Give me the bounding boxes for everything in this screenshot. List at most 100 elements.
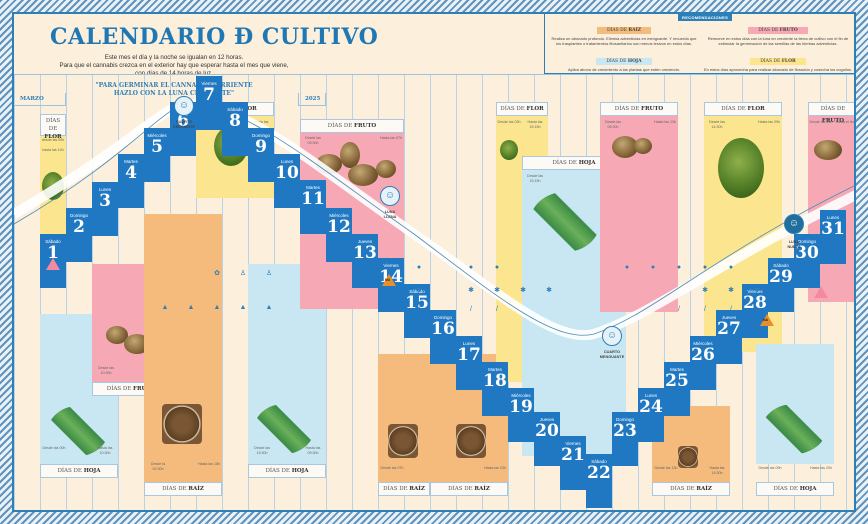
day-number: 4 — [125, 163, 137, 183]
day-cell[interactable]: Sábado 22 — [586, 454, 612, 508]
bud-icon — [500, 140, 518, 160]
column-line — [222, 74, 223, 510]
day-cell[interactable]: Jueves 13 — [352, 234, 378, 288]
column-line — [40, 74, 41, 510]
day-cell[interactable]: Sábado 15 — [404, 284, 430, 338]
day-cell[interactable]: Domingo 16 — [430, 310, 456, 364]
day-cell[interactable]: Viernes 28 — [742, 284, 768, 338]
day-cell[interactable]: Sábado 8 — [222, 102, 248, 156]
day-cell[interactable]: Lunes 24 — [638, 388, 664, 442]
phase-bold: HOJA — [799, 486, 817, 492]
phase-from: Desde las 09:30h — [305, 136, 321, 145]
phase-from: Desde las 14:30h — [709, 120, 725, 129]
phase-prefix: DÍAS DE — [670, 486, 697, 492]
root-icon — [678, 446, 698, 468]
phase-bold: RAÍZ — [696, 486, 712, 492]
tag-bold: FLOR — [781, 59, 796, 64]
leaf-icon — [254, 404, 314, 454]
phase-bold: FLOR — [44, 134, 62, 140]
day-cell[interactable]: Jueves 27 — [716, 310, 742, 364]
tent-icon: ▲ — [239, 304, 247, 311]
day-cell[interactable]: Lunes 17 — [456, 336, 482, 390]
quote-line-1: "PARA GERMINAR EL CANNABIS CORRIENTE — [95, 82, 253, 89]
weekday-label: Miércoles — [693, 341, 713, 346]
day-cell[interactable]: Martes 11 — [300, 180, 326, 234]
day-number: 1 — [47, 243, 59, 263]
day-number: 19 — [509, 397, 533, 417]
day-cell[interactable]: Miércoles 12 — [326, 208, 352, 262]
day-cell[interactable]: Viernes 7 — [196, 76, 222, 130]
day-number: 3 — [99, 191, 111, 211]
column-line — [66, 74, 67, 510]
day-number: 8 — [229, 111, 241, 131]
day-cell[interactable]: Martes 25 — [664, 362, 690, 416]
phase-to: Hasta las 03h — [484, 466, 506, 470]
column-line — [482, 74, 483, 510]
moon-last-quarter-icon: ☺ — [602, 326, 622, 346]
moon-label-line: LUNA — [384, 210, 396, 214]
weekday-label: Miércoles — [511, 393, 531, 398]
day-number: 24 — [639, 397, 663, 417]
day-cell[interactable]: Viernes 21 — [560, 436, 586, 490]
day-cell[interactable]: Sábado 29 — [768, 258, 794, 312]
phase-to: Hasta el final — [835, 120, 856, 124]
bug-icon: ✱ — [728, 287, 734, 294]
bug-icon: ✱ — [520, 287, 526, 294]
day-number: 26 — [691, 345, 715, 365]
moon-first-quarter-icon: ☺ — [174, 96, 194, 116]
tag-prefix: DÍAS DE — [606, 59, 628, 64]
phase-prefix: DÍAS DE — [614, 106, 642, 112]
pipette-icon: / — [470, 306, 472, 313]
phase-bold: RAÍZ — [409, 486, 425, 492]
mushroom-icon: ● — [702, 264, 708, 271]
day-cell[interactable]: Domingo 9 — [248, 128, 274, 182]
phase-from: Desde las 10:30h — [98, 366, 114, 375]
day-cell[interactable]: Martes 4 — [118, 154, 144, 208]
weekday-label: Viernes — [565, 441, 581, 446]
phase-bold: FRUTO — [354, 123, 377, 129]
bud-icon — [718, 138, 764, 198]
day-number: 22 — [587, 463, 611, 483]
day-number: 28 — [743, 293, 767, 313]
day-cell[interactable]: Miércoles 5 — [144, 128, 170, 182]
reco-raiz-text: Realiza un abonado profundo. Elimina adv… — [551, 36, 697, 46]
phase-from: Desde las 00h — [42, 446, 66, 450]
day-cell[interactable]: Domingo 30 — [794, 234, 820, 288]
phase-label-fruto: DÍAS DE FRUTO — [808, 102, 854, 124]
phase-label-flor: DÍAS DE FLOR — [704, 102, 782, 116]
phase-bold: FRUTO — [641, 106, 664, 112]
phase-label-flor: DÍAS DE FLOR — [496, 102, 548, 116]
day-cell[interactable]: Domingo 23 — [612, 412, 638, 466]
bug-icon: ✱ — [702, 287, 708, 294]
phase-to: Hasta las 13h — [654, 120, 676, 124]
day-cell[interactable]: Lunes 31 — [820, 210, 846, 264]
day-cell[interactable]: Martes 18 — [482, 362, 508, 416]
phase-from: Desde las 03h — [497, 120, 521, 124]
day-cell[interactable]: Lunes 3 — [92, 182, 118, 236]
day-cell[interactable]: Jueves 20 — [534, 412, 560, 466]
weekday-label: Domingo — [615, 417, 634, 422]
seed-icon — [814, 140, 842, 160]
tent-icon: ▲ — [161, 304, 169, 311]
phase-to: Hasta las 10:30h — [97, 446, 113, 455]
warning-text: NO — [385, 278, 391, 282]
moon-full-icon: ☺ — [380, 186, 400, 206]
tag-raiz: DÍAS DE RAÍZ — [596, 27, 652, 34]
phase-from: Desde la 02:30h — [150, 462, 166, 471]
bug-icon: ✱ — [416, 287, 422, 294]
day-cell[interactable]: Miércoles 26 — [690, 336, 716, 390]
day-number: 27 — [717, 319, 741, 339]
phase-prefix: DÍAS DE — [448, 486, 475, 492]
column-line — [430, 74, 431, 510]
day-cell[interactable]: Lunes 10 — [274, 154, 300, 208]
phase-label-flor: DÍAS DE FLOR — [40, 114, 66, 140]
day-cell[interactable]: Miércoles 19 — [508, 388, 534, 442]
phase-to: Hasta las 07h — [380, 136, 402, 140]
day-cell[interactable]: Domingo 2 — [66, 208, 92, 262]
day-number: 15 — [405, 293, 429, 313]
day-number: 5 — [151, 137, 163, 157]
day-number: 25 — [665, 371, 689, 391]
phase-to: Hasta las 18h — [198, 462, 220, 466]
tag-prefix: DÍAS DE — [606, 28, 629, 33]
phase-bold: HOJA — [578, 160, 596, 166]
